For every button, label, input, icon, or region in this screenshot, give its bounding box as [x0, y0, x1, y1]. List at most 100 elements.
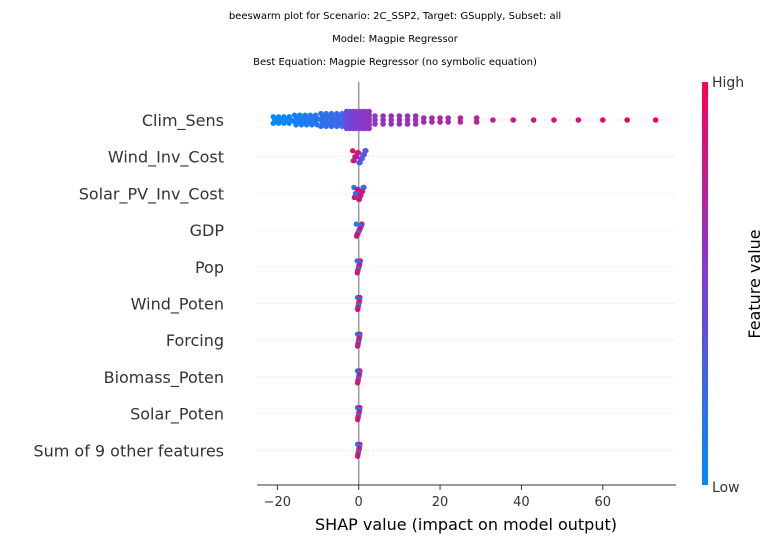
shap-point [388, 117, 395, 123]
x-tick-label: 20 [432, 495, 449, 510]
shap-point [380, 121, 386, 127]
shap-point [356, 196, 362, 202]
chart-title: beeswarm plot for Scenario: 2C_SSP2, Tar… [229, 11, 561, 22]
shap-point [420, 115, 427, 121]
shap-point [355, 304, 361, 311]
shap-point [412, 113, 419, 119]
shap-point [445, 115, 451, 121]
shap-point [353, 221, 359, 227]
feature-label: Sum of 9 other features [33, 441, 224, 460]
shap-point [457, 119, 464, 125]
shap-point [437, 115, 443, 121]
shap-point [366, 125, 372, 132]
colorbar-title: Feature value [745, 229, 764, 338]
shap-point [349, 148, 356, 154]
x-axis-label: SHAP value (impact on model output) [315, 515, 617, 534]
x-tick-label: 40 [513, 495, 530, 510]
chart-subtitle-equation: Best Equation: Magpie Regressor (no symb… [253, 57, 537, 68]
x-tick-label: −20 [264, 495, 291, 510]
shap-point [404, 117, 411, 123]
shap-point [380, 117, 386, 123]
shap-point [599, 117, 606, 123]
shap-point [429, 119, 435, 125]
shap-point [380, 113, 386, 119]
shap-point [396, 121, 403, 127]
shap-point [318, 123, 324, 130]
shap-point [286, 120, 292, 126]
shap-point [551, 117, 557, 123]
x-tick-label: 60 [595, 495, 612, 510]
shap-point [457, 115, 464, 121]
feature-label: Pop [195, 258, 224, 277]
shap-point [352, 190, 359, 196]
shap-point [372, 117, 378, 123]
shap-point [357, 192, 363, 198]
shap-point [510, 117, 517, 123]
shap-point [355, 378, 361, 384]
shap-point [298, 122, 305, 128]
feature-label: Biomass_Poten [104, 368, 224, 388]
shap-point [362, 148, 368, 154]
shap-point [358, 188, 365, 194]
shap-point [355, 341, 361, 347]
shap-point [404, 113, 411, 119]
shap-point [429, 115, 435, 121]
shap-point [530, 117, 537, 123]
x-tick-label: 0 [355, 495, 363, 510]
feature-label: Wind_Inv_Cost [108, 148, 224, 168]
feature-label: Clim_Sens [142, 111, 224, 131]
feature-label: Wind_Poten [131, 295, 224, 315]
shap-point [473, 119, 480, 125]
feature-label: Solar_PV_Inv_Cost [79, 184, 224, 204]
grid-lines [257, 119, 676, 451]
shap-points [270, 108, 659, 459]
shap-point [490, 117, 496, 123]
shap-point [445, 119, 451, 125]
shap-point [334, 123, 340, 130]
shap-point [354, 186, 360, 192]
shap-point [356, 160, 362, 166]
shap-point [652, 117, 659, 123]
shap-point [270, 120, 276, 126]
shap-point [372, 121, 378, 127]
shap-point [293, 122, 299, 128]
shap-point [388, 113, 395, 119]
feature-label: Forcing [166, 331, 224, 350]
shap-point [437, 119, 443, 125]
shap-point [351, 194, 357, 200]
chart-subtitle-model: Model: Magpie Regressor [332, 34, 459, 45]
shap-point [420, 119, 427, 125]
shap-point [412, 121, 419, 127]
shap-point [412, 117, 419, 123]
feature-label: Solar_Poten [130, 405, 224, 425]
feature-label: GDP [190, 221, 225, 240]
colorbar-high-label: High [712, 75, 744, 91]
shap-point [355, 451, 361, 457]
shap-point [352, 154, 358, 160]
shap-point [396, 113, 403, 119]
shap-point [275, 120, 282, 126]
feature-labels: Clim_Sens Wind_Inv_Cost Solar_PV_Inv_Cost G… [33, 111, 224, 460]
shap-point [575, 117, 582, 123]
shap-point [396, 117, 403, 123]
shap-point [388, 121, 395, 127]
shap-point [281, 120, 287, 126]
shap-point [404, 121, 411, 127]
shap-point [473, 115, 480, 121]
shap-point [303, 122, 310, 128]
colorbar [702, 82, 708, 485]
x-axis-ticks: −20 0 20 40 60 [264, 485, 611, 510]
shap-point [354, 268, 361, 274]
shap-point [624, 117, 630, 123]
shap-point [355, 415, 361, 421]
shap-point [309, 122, 315, 128]
shap-point [372, 113, 378, 119]
shap-point [350, 158, 356, 164]
shap-point [323, 123, 329, 130]
shap-point [360, 152, 366, 158]
shap-point [328, 123, 335, 130]
shap-point [354, 150, 360, 156]
shap-point [358, 156, 364, 162]
shap-point [354, 231, 360, 237]
